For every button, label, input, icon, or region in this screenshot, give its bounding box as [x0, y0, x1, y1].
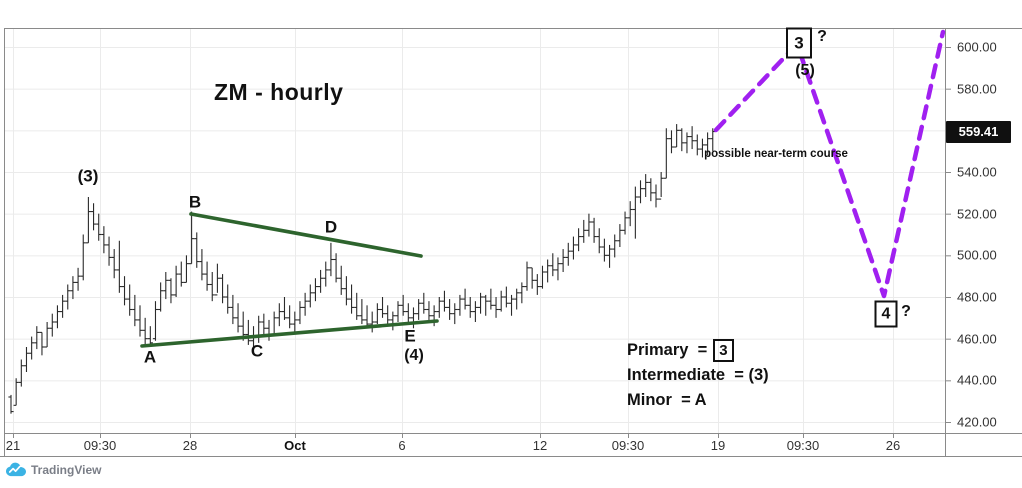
price-axis-label: 480.00 — [957, 289, 997, 305]
tradingview-brand-text: TradingView — [31, 462, 102, 477]
tradingview-logo[interactable]: TradingView — [6, 462, 101, 477]
time-axis-label: 09:30 — [611, 438, 645, 453]
time-axis-label: 12 — [532, 438, 548, 453]
price-axis-label: 520.00 — [957, 206, 997, 222]
lower-triangle-trendline[interactable] — [140, 319, 439, 348]
time-axis-label: 28 — [182, 438, 198, 453]
upper-triangle-trendline[interactable] — [189, 212, 423, 258]
time-axis-label: 6 — [398, 438, 406, 453]
price-axis-label: 500.00 — [957, 247, 997, 263]
time-axis[interactable]: 21 09:30 28 Oct 6 12 09:30 19 09:30 26 — [0, 433, 1022, 456]
gridlines — [4, 28, 945, 433]
price-axis-label: 420.00 — [957, 414, 997, 430]
time-axis-label: 21 — [5, 438, 21, 453]
price-axis-label: 540.00 — [957, 164, 997, 180]
projection-path[interactable] — [713, 29, 946, 299]
time-axis-label: 19 — [710, 438, 726, 453]
time-axis-label: 26 — [885, 438, 901, 453]
price-axis[interactable]: 600.00 580.00 540.00 520.00 500.00 480.00 460.… — [946, 28, 1022, 456]
tradingview-cloud-icon — [6, 462, 26, 477]
time-axis-label: 09:30 — [786, 438, 820, 453]
price-axis-label: 440.00 — [957, 372, 997, 388]
time-axis-label: 09:30 — [83, 438, 117, 453]
last-price-tag: 559.41 — [946, 120, 1011, 143]
ohlc-bars — [8, 124, 716, 414]
chart-borders — [0, 28, 1022, 457]
time-axis-label: Oct — [284, 438, 306, 453]
price-axis-label: 580.00 — [957, 81, 997, 97]
price-axis-label: 460.00 — [957, 331, 997, 347]
price-axis-label: 600.00 — [957, 39, 997, 55]
